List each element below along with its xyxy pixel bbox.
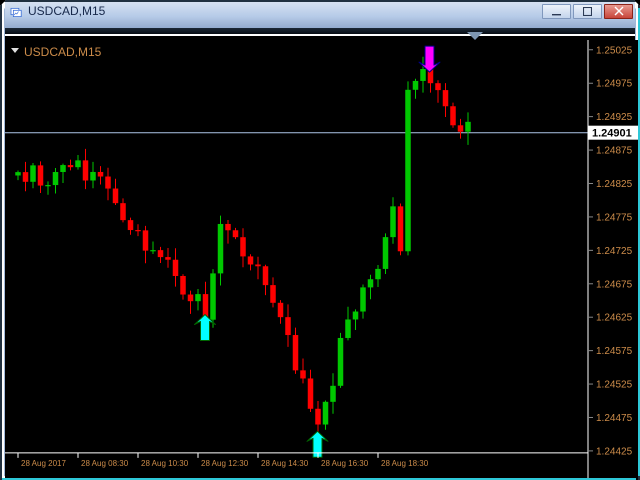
svg-text:28 Aug 14:30: 28 Aug 14:30 (261, 459, 309, 468)
svg-text:28 Aug 10:30: 28 Aug 10:30 (141, 459, 189, 468)
svg-text:1.24901: 1.24901 (592, 128, 632, 140)
svg-text:28 Aug 12:30: 28 Aug 12:30 (201, 459, 249, 468)
svg-text:1.24725: 1.24725 (596, 246, 633, 257)
svg-text:28 Aug 16:30: 28 Aug 16:30 (321, 459, 369, 468)
svg-text:1.24525: 1.24525 (596, 380, 633, 391)
svg-text:1.24875: 1.24875 (596, 146, 633, 157)
svg-text:1.24625: 1.24625 (596, 313, 633, 324)
svg-text:28 Aug 18:30: 28 Aug 18:30 (381, 459, 429, 468)
svg-text:1.24925: 1.24925 (596, 112, 633, 123)
svg-text:1.24975: 1.24975 (596, 79, 633, 90)
svg-text:1.24575: 1.24575 (596, 346, 633, 357)
svg-text:1.24425: 1.24425 (596, 446, 633, 457)
svg-text:1.24475: 1.24475 (596, 413, 633, 424)
svg-text:1.25025: 1.25025 (596, 45, 633, 56)
svg-text:28 Aug 08:30: 28 Aug 08:30 (81, 459, 129, 468)
svg-text:USDCAD,M15: USDCAD,M15 (24, 45, 102, 59)
svg-text:1.24825: 1.24825 (596, 179, 633, 190)
svg-text:1.24675: 1.24675 (596, 279, 633, 290)
svg-text:1.24775: 1.24775 (596, 212, 633, 223)
svg-text:28 Aug 2017: 28 Aug 2017 (21, 459, 66, 468)
